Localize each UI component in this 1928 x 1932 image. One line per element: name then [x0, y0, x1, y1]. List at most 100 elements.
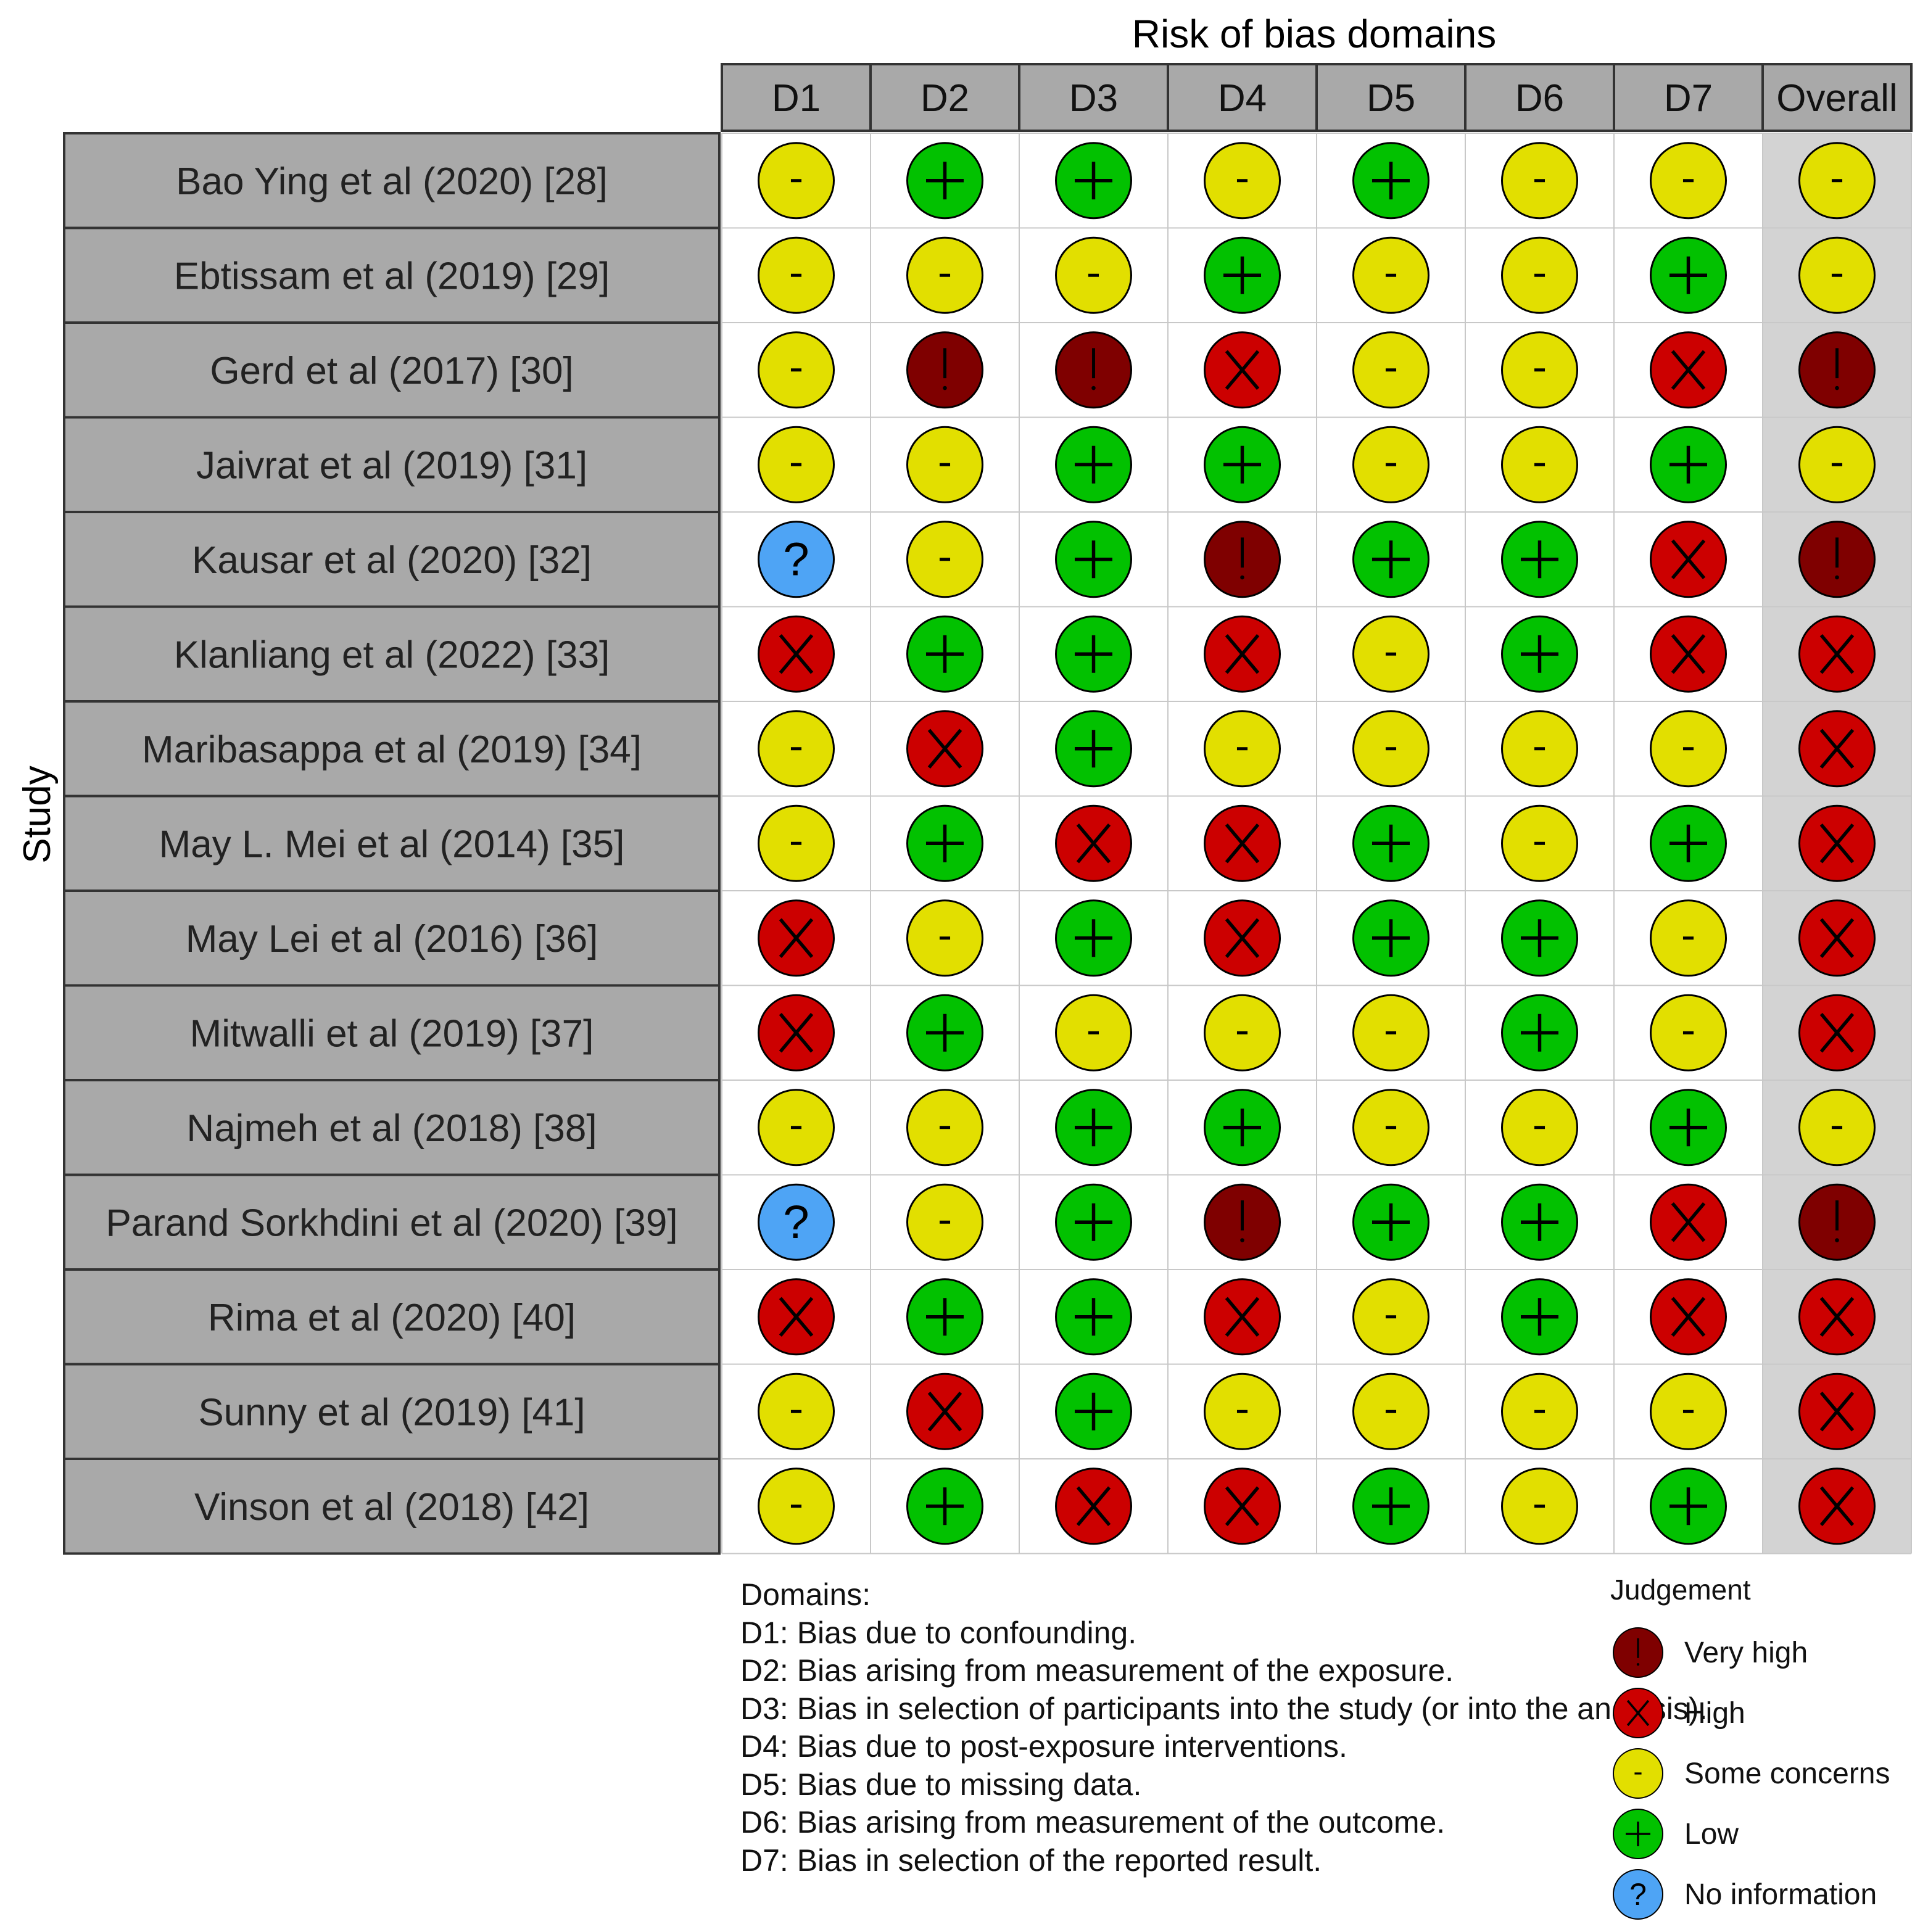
judgement-point	[1501, 994, 1578, 1071]
judgement-point	[1352, 710, 1429, 788]
judgement-symbol-low	[1521, 635, 1558, 673]
study-row-label-box	[63, 132, 721, 229]
judgement-symbol-low	[926, 1013, 964, 1052]
study-row-label-box	[63, 890, 721, 987]
judgement-point	[1798, 1278, 1876, 1356]
study-label: May L. Mei et al (2014) [35]	[159, 823, 625, 865]
judgement-symbol-veryhigh	[1835, 537, 1839, 580]
judgement-point	[1798, 615, 1876, 693]
legend-label: Some concerns	[1684, 1757, 1890, 1790]
judgement-point	[1204, 804, 1281, 882]
judgement-symbol-low	[1521, 1298, 1558, 1336]
judgement-point	[906, 142, 983, 220]
judgement-point	[1798, 142, 1876, 220]
judgement-symbol-high	[1076, 823, 1111, 864]
judgement-point	[1501, 1183, 1578, 1261]
judgement-symbol-noinfo: ?	[1629, 1877, 1647, 1912]
judgement-point	[1204, 710, 1281, 788]
study-label: Vinson et al (2018) [42]	[194, 1486, 589, 1529]
judgement-point	[1798, 1183, 1876, 1261]
judgement-point	[1204, 615, 1281, 693]
column-header-label: D1	[772, 77, 821, 120]
study-label: Najmeh et al (2018) [38]	[186, 1107, 597, 1150]
domain-definition: D7: Bias in selection of the reported re…	[740, 1843, 1322, 1878]
judgement-point	[1798, 994, 1876, 1071]
cross-icon	[1671, 1297, 1706, 1337]
judgement-symbol-high	[1819, 918, 1855, 959]
judgement-symbol-noinfo: ?	[783, 533, 809, 585]
column-header-d7	[1613, 63, 1764, 132]
column-header-label: D4	[1218, 77, 1267, 120]
column-header-d4	[1167, 63, 1318, 132]
column-header-d5	[1315, 63, 1467, 132]
domains-legend-title: Domains:	[740, 1577, 871, 1612]
study-label: Kausar et al (2020) [32]	[192, 539, 592, 582]
legend-label: High	[1684, 1696, 1745, 1730]
exclamation-icon	[1091, 386, 1096, 390]
domain-definition: D6: Bias arising from measurement of the…	[740, 1805, 1446, 1839]
cross-icon	[1225, 634, 1260, 674]
column-header-d6	[1464, 63, 1615, 132]
cross-icon	[779, 918, 814, 959]
judgement-symbol-high	[1225, 1297, 1260, 1337]
study-label: Gerd et al (2017) [30]	[210, 350, 573, 392]
judgement-point	[906, 804, 983, 882]
exclamation-icon	[1835, 1238, 1839, 1242]
judgement-symbol-high	[779, 1297, 814, 1337]
judgement-symbol-low	[1075, 1203, 1112, 1241]
judgement-symbol-low	[1223, 256, 1261, 294]
chart-title: Risk of bias domains	[1132, 12, 1497, 56]
judgement-circle	[758, 1183, 835, 1261]
judgement-symbol-low	[1521, 919, 1558, 957]
judgement-symbol-low	[926, 1487, 964, 1525]
judgement-point	[1650, 426, 1727, 503]
column-header-label: D2	[921, 77, 969, 120]
judgement-point	[906, 710, 983, 788]
judgement-point: ?	[758, 521, 835, 598]
legend-swatch-low	[1613, 1809, 1663, 1859]
judgement-point	[1650, 236, 1727, 314]
judgement-point	[1798, 426, 1876, 503]
judgement-symbol-high	[779, 634, 814, 674]
judgement-point	[1650, 1278, 1727, 1356]
exclamation-icon	[1835, 386, 1839, 390]
judgement-point	[1204, 331, 1281, 409]
judgement-point	[1650, 331, 1727, 409]
study-label: Mitwalli et al (2019) [37]	[190, 1012, 594, 1055]
judgement-symbol-high	[1225, 350, 1260, 390]
judgement-symbol-high	[1671, 350, 1706, 390]
study-label: Parand Sorkhdini et al (2020) [39]	[106, 1202, 677, 1244]
legend-swatch-noinfo: ?	[1613, 1869, 1663, 1920]
judgement-point	[906, 899, 983, 977]
judgement-symbol-high	[1819, 634, 1855, 674]
cross-icon	[1819, 1012, 1855, 1053]
judgement-point	[906, 1468, 983, 1545]
judgement-symbol-low	[1075, 445, 1112, 484]
domains-legend: Domains: D1: Bias due to confounding. D2…	[740, 1576, 1707, 1880]
judgement-point	[1650, 710, 1727, 788]
study-row-label-box	[63, 700, 721, 798]
study-label: Bao Ying et al (2020) [28]	[176, 160, 608, 203]
cross-icon	[1225, 1486, 1260, 1527]
legend-entry-noinfo: ? No information	[1610, 1864, 1919, 1925]
judgement-symbol-low	[926, 1298, 964, 1336]
judgement-symbol-veryhigh	[1835, 348, 1839, 390]
exclamation-icon	[1636, 1663, 1640, 1666]
judgement-symbol-veryhigh	[943, 348, 947, 390]
cross-icon	[1819, 729, 1855, 769]
column-header-label: D5	[1367, 77, 1415, 120]
judgement-point	[1204, 899, 1281, 977]
judgement-point	[1501, 1373, 1578, 1450]
judgement-point	[1204, 1468, 1281, 1545]
judgement-point	[1055, 331, 1132, 409]
legend-swatch-some	[1613, 1748, 1663, 1799]
judgement-point	[1055, 1183, 1132, 1261]
judgement-point	[1055, 1278, 1132, 1356]
study-row-label-box	[63, 226, 721, 324]
domain-definition: D3: Bias in selection of participants in…	[740, 1691, 1708, 1726]
cross-icon	[779, 634, 814, 674]
domain-definition: D4: Bias due to post-exposure interventi…	[740, 1729, 1347, 1764]
judgement-point	[1650, 142, 1727, 220]
legend-entry-veryhigh: Very high	[1610, 1622, 1919, 1683]
judgement-point	[1352, 1089, 1429, 1166]
